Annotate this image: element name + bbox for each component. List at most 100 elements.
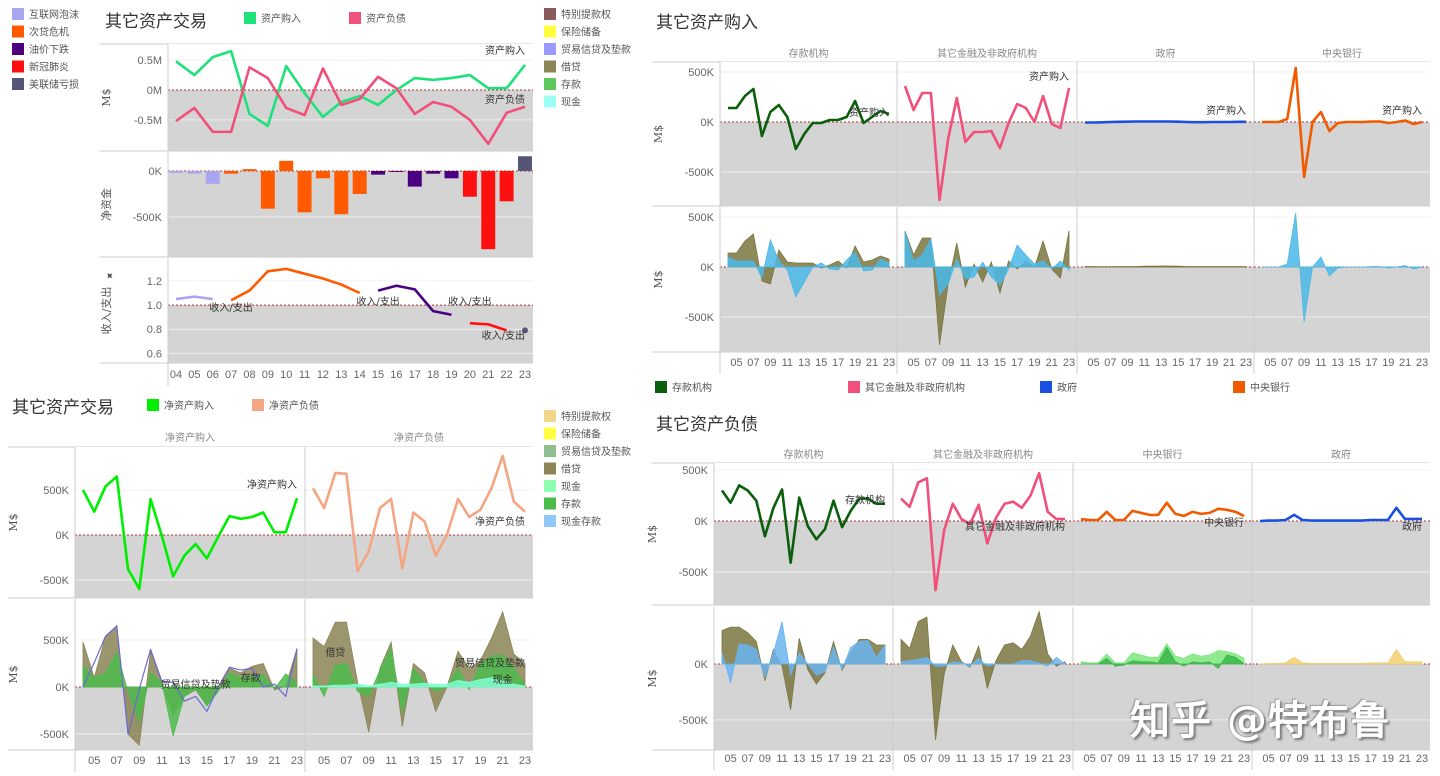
x-tick-label: 23 bbox=[1416, 357, 1428, 369]
negative-region bbox=[75, 687, 305, 750]
y-tick-label: -500K bbox=[685, 167, 715, 179]
line-资产负债 bbox=[175, 66, 526, 146]
legend-label: 次贷危机 bbox=[29, 26, 69, 39]
bar bbox=[352, 170, 367, 194]
x-tick-label: 19 bbox=[845, 753, 857, 765]
legend-label: 现金 bbox=[561, 96, 581, 109]
legend-label: 贸易信贷及垫款 bbox=[561, 445, 631, 458]
x-tick-label: 15 bbox=[815, 357, 827, 369]
line-资产购入 bbox=[175, 49, 527, 128]
legend-swatch bbox=[544, 427, 556, 440]
x-tick-label: 07 bbox=[747, 357, 759, 369]
x-tick-label: 21 bbox=[1399, 357, 1411, 369]
line-存款机构 bbox=[728, 87, 890, 151]
bar bbox=[297, 170, 312, 213]
x-tick-label: 09 bbox=[1118, 753, 1130, 765]
area-存款 bbox=[721, 621, 886, 684]
x-tick-label: 21 bbox=[482, 369, 494, 381]
column-header: 政府 bbox=[1331, 448, 1351, 461]
x-tick-label: 06 bbox=[207, 369, 219, 381]
legend-label: 存款 bbox=[561, 78, 581, 91]
legend-label: 净资产购入 bbox=[164, 399, 214, 412]
series-annotation: 资产购入 bbox=[1206, 104, 1246, 117]
series-annotation: 资产购入 bbox=[849, 106, 889, 119]
chart-title: 其它资产交易 bbox=[105, 12, 207, 32]
bar bbox=[224, 170, 239, 174]
bar bbox=[334, 170, 349, 215]
x-tick-label: 19 bbox=[474, 755, 486, 767]
x-tick-label: 19 bbox=[1024, 753, 1036, 765]
x-tick-label: 21 bbox=[1042, 753, 1054, 765]
panel: 净资产购入 bbox=[74, 447, 305, 598]
negative-region bbox=[1077, 122, 1254, 206]
y-tick-label: 0K bbox=[701, 117, 715, 129]
y-axis-title: M$ bbox=[652, 125, 665, 143]
area-借贷 bbox=[900, 609, 1066, 740]
x-tick-label: 17 bbox=[1365, 357, 1377, 369]
negative-region bbox=[714, 521, 893, 605]
series-annotation: 现金 bbox=[493, 673, 513, 686]
negative-region bbox=[893, 663, 1073, 750]
legend-swatch bbox=[1040, 381, 1052, 393]
panel bbox=[1253, 207, 1430, 352]
line-存款机构 bbox=[720, 484, 885, 565]
x-tick-label: 05 bbox=[724, 753, 736, 765]
line-其它金融及非政府机构 bbox=[900, 471, 1065, 592]
x-tick-label: 19 bbox=[1206, 357, 1218, 369]
x-tick-label: 13 bbox=[977, 357, 989, 369]
x-tick-label: 21 bbox=[866, 357, 878, 369]
legend-swatch bbox=[1233, 381, 1245, 393]
line-油价下跌 bbox=[377, 284, 452, 316]
area-存款 bbox=[900, 656, 1067, 667]
x-tick-label: 21 bbox=[1046, 357, 1058, 369]
watermark: 知乎 @特布鲁 bbox=[1130, 698, 1391, 744]
x-tick-label: 13 bbox=[1331, 753, 1343, 765]
legend-label: 新冠肺炎 bbox=[29, 61, 69, 74]
x-tick-label: 11 bbox=[956, 753, 967, 765]
panel: 资产购入 bbox=[719, 62, 897, 206]
panel bbox=[167, 152, 533, 257]
x-tick-label: 17 bbox=[1365, 753, 1377, 765]
y-tick-label: 0M bbox=[147, 85, 162, 97]
bar bbox=[481, 170, 496, 250]
x-tick-label: 13 bbox=[407, 755, 419, 767]
y-tick-label: 0K bbox=[56, 530, 70, 542]
legend-label: 借贷 bbox=[561, 61, 581, 74]
line-次贷危机 bbox=[230, 267, 361, 302]
x-tick-label: 07 bbox=[1104, 357, 1116, 369]
legend-label: 美联储亏损 bbox=[29, 78, 79, 91]
series-annotation: 资产购入 bbox=[1382, 104, 1422, 117]
legend-label: 资产负债 bbox=[366, 12, 406, 25]
x-tick-label: 07 bbox=[742, 753, 754, 765]
x-tick-label: 13 bbox=[973, 753, 985, 765]
legend-label: 油价下跌 bbox=[29, 43, 69, 56]
line-中央银行 bbox=[1262, 66, 1423, 179]
legend-label: 现金 bbox=[561, 480, 581, 493]
x-tick-label: 05 bbox=[904, 753, 916, 765]
x-tick-label: 09 bbox=[764, 357, 776, 369]
x-tick-label: 13 bbox=[1332, 357, 1344, 369]
legend-swatch bbox=[544, 480, 556, 492]
chart-title: 其它资产购入 bbox=[656, 13, 758, 33]
x-tick-label: 09 bbox=[363, 755, 375, 767]
y-tick-label: -500K bbox=[133, 212, 163, 224]
y-tick-label: 0.6 bbox=[147, 348, 162, 360]
legend-swatch bbox=[544, 95, 556, 108]
legend-swatch bbox=[544, 8, 556, 20]
x-tick-label: 11 bbox=[1315, 357, 1326, 369]
x-tick-label: 18 bbox=[427, 369, 439, 381]
negative-region bbox=[897, 122, 1077, 206]
x-tick-label: 20 bbox=[464, 369, 476, 381]
negative-region bbox=[305, 535, 533, 598]
series-annotation: 借贷 bbox=[325, 646, 345, 659]
x-tick-label: 05 bbox=[188, 369, 200, 381]
column-header: 政府 bbox=[1156, 47, 1176, 60]
y-tick-label: 0K bbox=[56, 682, 70, 694]
legend-swatch bbox=[12, 25, 24, 38]
area-存款 bbox=[904, 231, 1070, 296]
column-header: 存款机构 bbox=[784, 448, 824, 461]
legend-swatch bbox=[244, 12, 256, 24]
x-tick-label: 23 bbox=[879, 753, 891, 765]
